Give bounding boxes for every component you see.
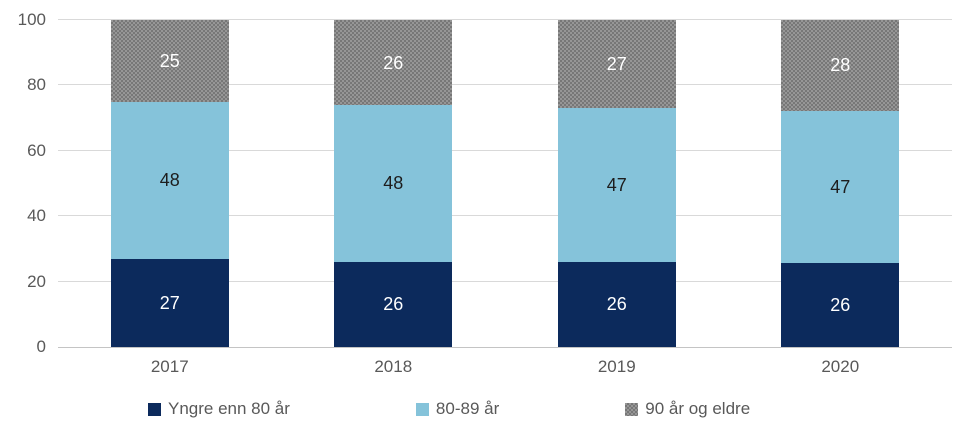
y-axis: 0 20 40 60 80 100: [0, 10, 46, 356]
gridline: [58, 84, 952, 86]
legend-label: Yngre enn 80 år: [168, 399, 290, 418]
y-tick-label: 100: [17, 10, 46, 29]
gridline: [58, 19, 952, 20]
bar-value-label: 26: [383, 294, 404, 315]
bar-value-label: 26: [606, 294, 627, 315]
bar-value-label: 25: [159, 50, 180, 71]
bar-2020: 28 47 26: [781, 20, 900, 347]
bar-2019: 27 47 26: [557, 20, 676, 347]
y-tick-label: 80: [27, 75, 46, 95]
bar-segment-2019-series-1: 47: [557, 108, 676, 262]
bar-value-label: 26: [830, 294, 851, 315]
gridline: [58, 149, 952, 151]
bar-value-label: 47: [830, 176, 851, 197]
y-tick-label: 40: [27, 206, 46, 226]
legend-swatch-icon: [415, 402, 429, 416]
bar-value-label: 28: [830, 55, 851, 76]
bar-segment-2017-series-0: 27: [110, 258, 229, 347]
legend-label: 90 år og eldre: [645, 399, 751, 418]
legend-label: 80-89 år: [435, 399, 500, 418]
plot-area: 25 48 27 26 48 26 27 47 26 28 47 26: [58, 19, 953, 348]
y-tick-label: 60: [27, 140, 46, 160]
x-tick-label-2019: 2019: [597, 357, 636, 376]
bar-segment-2019-series-2: 27: [557, 20, 676, 109]
legend-item-0: Yngre enn 80 år: [148, 399, 290, 419]
legend-item-2: 90 år og eldre: [625, 399, 750, 419]
bar-2017: 25 48 27: [110, 20, 229, 347]
bar-value-label: 27: [159, 292, 180, 313]
bar-segment-2017-series-1: 48: [110, 101, 229, 259]
bar-segment-2017-series-2: 25: [110, 20, 229, 102]
bar-value-label: 26: [383, 52, 404, 73]
bar-slot-2019: 27 47 26: [505, 20, 729, 347]
x-tick-label-2017: 2017: [150, 357, 189, 376]
bar-value-label: 47: [606, 175, 627, 196]
legend-item-1: 80-89 år: [415, 399, 500, 419]
x-tick-label-2020: 2020: [821, 357, 860, 376]
bar-value-label: 48: [383, 173, 404, 194]
y-tick-label: 20: [27, 271, 46, 291]
legend: Yngre enn 80 år 80-89 år 90 år og eldre: [148, 398, 750, 420]
bar-segment-2018-series-1: 48: [334, 105, 453, 262]
x-tick-label-2018: 2018: [374, 357, 413, 376]
legend-swatch-icon: [148, 402, 161, 416]
gridline: [58, 215, 952, 217]
bar-slot-2018: 26 48 26: [282, 20, 506, 347]
bar-segment-2020-series-0: 26: [781, 262, 900, 347]
gridline: [58, 280, 952, 282]
bar-segment-2020-series-2: 28: [781, 20, 900, 111]
bar-value-label: 48: [159, 170, 180, 191]
legend-swatch-icon: [625, 402, 639, 416]
bar-2018: 26 48 26: [334, 20, 453, 347]
bar-slot-2020: 28 47 26: [729, 20, 953, 347]
bar-segment-2018-series-2: 26: [334, 20, 453, 106]
bar-segment-2019-series-0: 26: [557, 261, 676, 347]
y-tick-label: 0: [36, 337, 46, 356]
bar-segment-2018-series-0: 26: [334, 261, 453, 347]
x-axis: 2017 2018 2019 2020: [58, 357, 952, 379]
bar-segment-2020-series-1: 47: [781, 110, 900, 263]
bar-value-label: 27: [606, 54, 627, 75]
bar-slot-2017: 25 48 27: [58, 20, 282, 347]
